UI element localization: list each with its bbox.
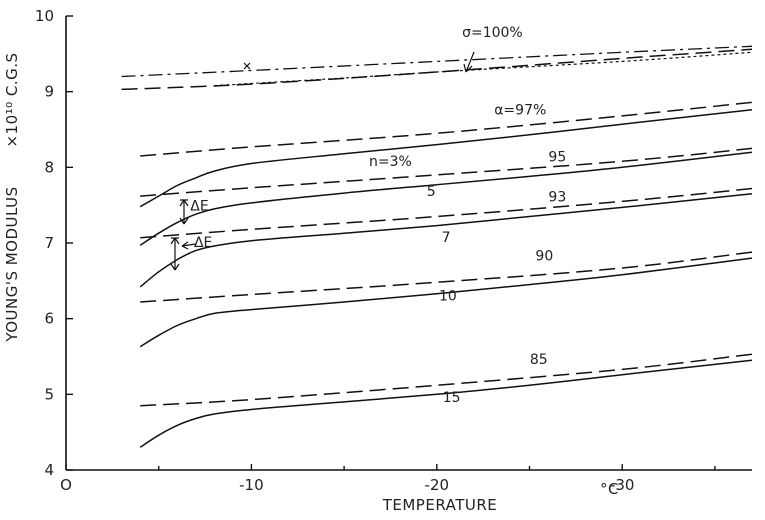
axes: [65, 16, 752, 471]
y-tick-label: 5: [44, 385, 54, 403]
annotation-label: 10: [439, 289, 457, 305]
series-lines: [121, 45, 753, 448]
x-tick-label: O: [60, 476, 72, 494]
y-axis-label: YOUNG'S MODULUS: [3, 186, 21, 342]
y-tick-label: 9: [44, 83, 54, 101]
annotation-label: 7: [442, 230, 451, 246]
delta-e-arrow-lower: [170, 237, 180, 271]
annotation-label: 15: [443, 390, 461, 406]
series-line-3: [140, 101, 753, 157]
delta-e-arrow-upper: [179, 199, 189, 225]
annotation-label: 85: [530, 352, 548, 368]
annotation-label: α=97%: [494, 102, 546, 118]
markers: [170, 51, 475, 271]
x-tick-label: -10: [239, 476, 264, 494]
series-line-0: [121, 45, 753, 78]
x-tick-label: -30: [610, 476, 635, 494]
pointer-arrow: [463, 51, 475, 73]
annotations: σ=100% α=97% n=3% 95 5 93 7 90 10 85 15 ΔE ΔE: [190, 25, 566, 406]
annotation-label: 95: [548, 149, 566, 165]
y-tick-label: 7: [44, 234, 54, 252]
cross-mark: [243, 62, 251, 70]
series-line-10: [139, 193, 753, 288]
annotation-label: ΔE: [194, 235, 212, 251]
annotation-label: 5: [427, 184, 436, 200]
axis-ticks: 4 5 6 7 8 9 10 O -10 -20 -30: [35, 7, 716, 494]
delta-e-pointer: [181, 241, 197, 250]
annotation-label: σ=100%: [462, 25, 523, 41]
series-line-11: [139, 257, 753, 348]
annotation-label: 93: [548, 189, 566, 205]
x-tick-label: -20: [425, 476, 450, 494]
series-line-2: [214, 51, 753, 87]
y-tick-label: 6: [44, 310, 54, 328]
series-line-12: [139, 359, 753, 448]
series-line-4: [140, 147, 753, 197]
series-line-6: [140, 251, 753, 303]
annotation-label: n=3%: [369, 154, 412, 170]
annotation-label: ΔE: [190, 198, 208, 214]
y-tick-label: 8: [44, 158, 54, 176]
y-tick-label: 4: [44, 461, 54, 479]
series-line-5: [140, 187, 753, 239]
annotation-label: 90: [535, 248, 553, 264]
series-line-9: [139, 151, 753, 246]
y-axis-unit: ×10¹⁰ C.G.S: [3, 52, 21, 147]
y-tick-label: 10: [35, 7, 54, 25]
series-line-7: [140, 353, 753, 407]
series-line-8: [139, 109, 753, 208]
series-line-1: [121, 48, 753, 91]
x-axis-unit: °C: [600, 480, 619, 498]
x-axis-label: TEMPERATURE: [382, 496, 498, 514]
